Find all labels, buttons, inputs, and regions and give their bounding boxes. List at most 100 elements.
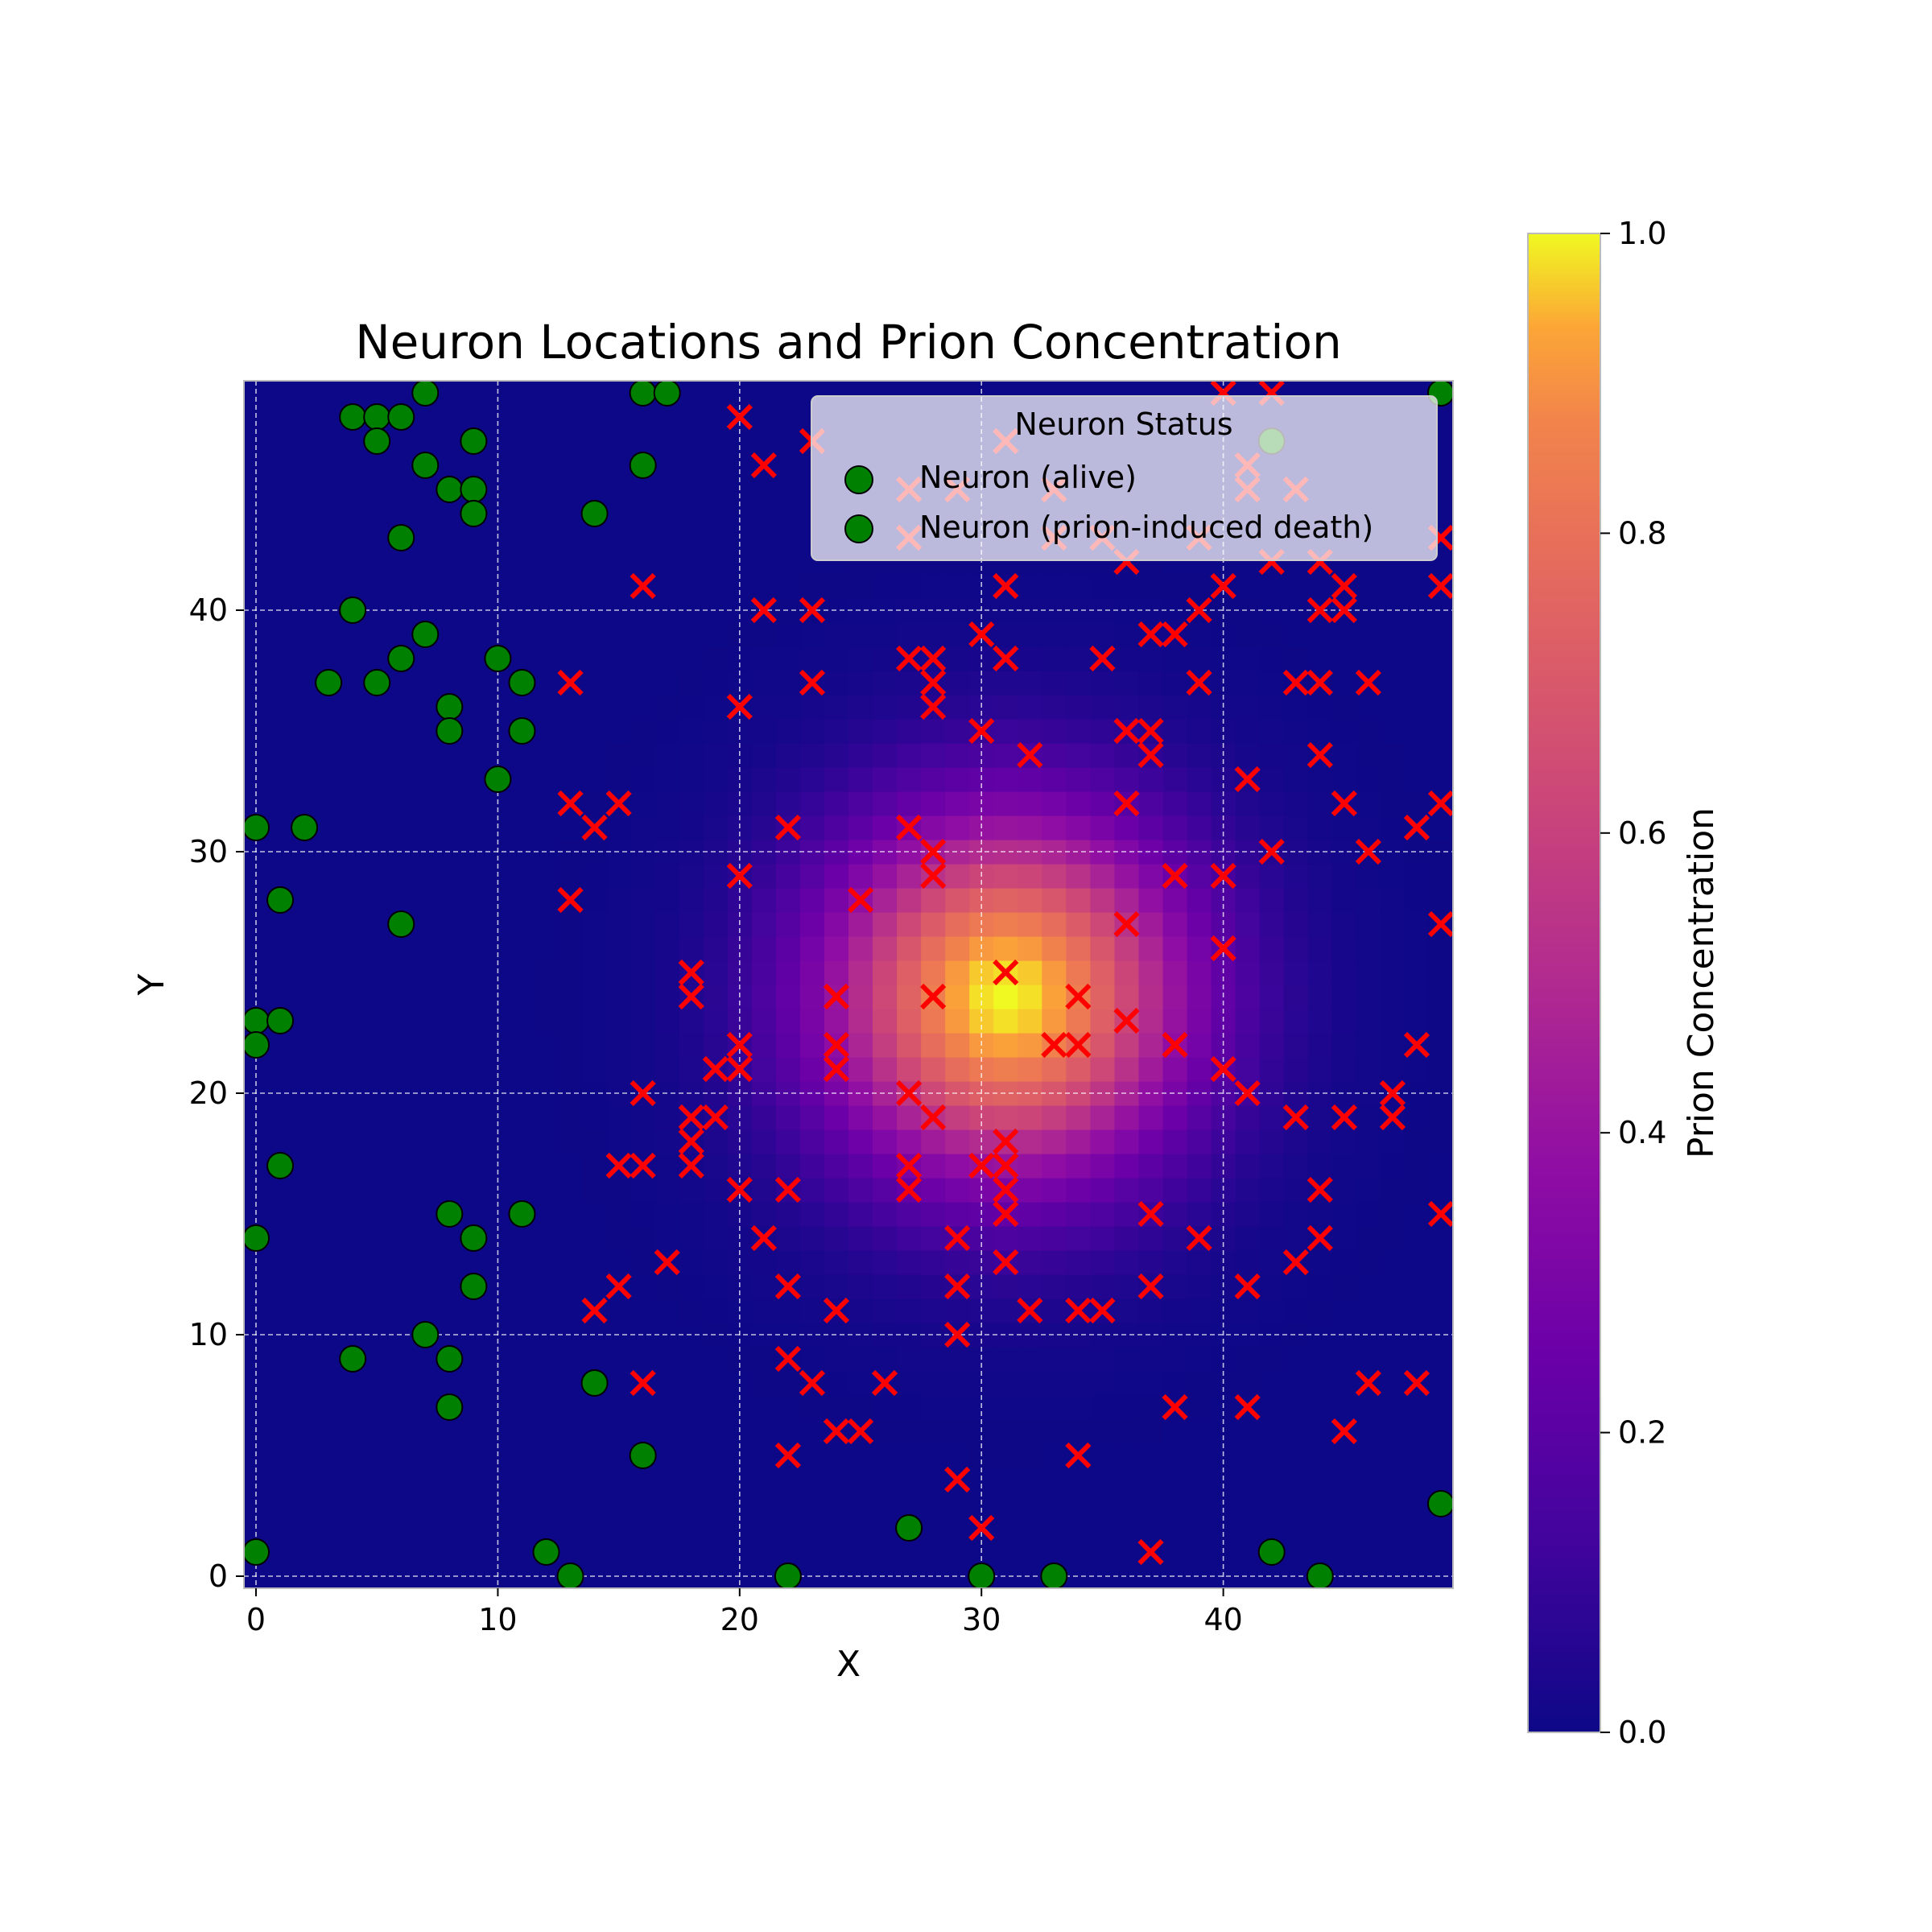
heatmap-cell — [630, 429, 656, 454]
heatmap-cell — [873, 1274, 898, 1299]
dead-neuron-marker — [1234, 1080, 1261, 1107]
heatmap-cell — [341, 791, 365, 816]
heatmap-cell — [921, 1154, 946, 1179]
heatmap-cell — [1259, 1564, 1285, 1588]
heatmap-cell — [1259, 695, 1285, 720]
heatmap-cell — [751, 936, 777, 961]
heatmap-cell — [945, 1540, 970, 1565]
heatmap-cell — [799, 1250, 825, 1275]
heatmap-cell — [1018, 695, 1042, 720]
heatmap-cell — [1162, 743, 1188, 768]
heatmap-cell — [1356, 1419, 1381, 1444]
heatmap-cell — [534, 574, 559, 599]
heatmap-cell — [1259, 743, 1285, 768]
x-stroke — [1282, 1104, 1309, 1131]
heatmap-cell — [1235, 719, 1261, 744]
heatmap-cell — [751, 1540, 777, 1565]
heatmap-cell — [1162, 646, 1188, 671]
heatmap-cell — [1066, 1347, 1091, 1372]
dead-neuron-marker — [944, 1466, 971, 1493]
heatmap-cell — [993, 840, 1018, 865]
heatmap-cell — [437, 1226, 462, 1251]
heatmap-cell — [510, 574, 535, 599]
heatmap-cell — [799, 1298, 825, 1323]
x-stroke — [823, 983, 850, 1010]
heatmap-cell — [1138, 1395, 1164, 1420]
heatmap-cell — [389, 574, 414, 599]
heatmap-cell — [1187, 912, 1212, 937]
heatmap-cell — [389, 743, 414, 768]
heatmap-cell — [703, 912, 729, 937]
heatmap-cell — [365, 646, 390, 671]
heatmap-cell — [292, 1347, 317, 1372]
x-stroke — [1307, 741, 1333, 769]
heatmap-cell — [751, 912, 777, 937]
heatmap-cell — [1162, 1129, 1188, 1154]
heatmap-cell — [1331, 767, 1357, 792]
chart-title: Neuron Locations and Prion Concentration — [355, 315, 1342, 369]
heatmap-cell — [630, 1033, 656, 1058]
heatmap-cell — [1380, 767, 1406, 792]
heatmap-cell — [654, 888, 680, 913]
heatmap-cell — [873, 598, 898, 623]
heatmap-cell — [558, 1226, 584, 1251]
heatmap-cell — [1404, 767, 1430, 792]
heatmap-cell — [1138, 1419, 1164, 1444]
heatmap-cell — [1331, 1033, 1357, 1058]
heatmap-cell — [775, 453, 801, 478]
heatmap-cell — [848, 1516, 873, 1541]
x-stroke — [993, 959, 1019, 986]
heatmap-cell — [1187, 1081, 1212, 1106]
heatmap-cell — [993, 1226, 1018, 1251]
heatmap-cell — [1259, 1468, 1285, 1492]
heatmap-cell — [751, 1178, 777, 1203]
heatmap-cell — [316, 574, 341, 599]
heatmap-cell — [824, 1371, 849, 1396]
heatmap-cell — [389, 1226, 414, 1251]
heatmap-cell — [1331, 1250, 1357, 1275]
heatmap-cell — [389, 1395, 414, 1420]
heatmap-cell — [1356, 1154, 1381, 1179]
heatmap-cell — [1331, 719, 1357, 744]
dead-neuron-marker — [726, 693, 753, 720]
heatmap-cell — [630, 767, 656, 792]
heatmap-cell — [751, 1129, 777, 1154]
heatmap-cell — [389, 960, 414, 985]
heatmap-cell — [1356, 622, 1381, 647]
alive-neuron-marker — [363, 669, 391, 696]
heatmap-cell — [389, 477, 414, 502]
heatmap-cell — [824, 912, 849, 937]
heatmap-cell — [848, 960, 873, 985]
heatmap-cell — [413, 936, 438, 961]
heatmap-cell — [437, 574, 462, 599]
x-stroke — [1089, 645, 1116, 672]
dead-neuron-marker — [1065, 1297, 1092, 1324]
heatmap-cell — [824, 1226, 849, 1251]
heatmap-cell — [1404, 1298, 1430, 1323]
heatmap-cell — [945, 767, 970, 792]
heatmap-cell — [1404, 1395, 1430, 1420]
heatmap-cell — [1066, 1274, 1091, 1299]
heatmap-cell — [630, 719, 656, 744]
heatmap-cell — [365, 502, 390, 526]
heatmap-cell — [1162, 1516, 1188, 1541]
heatmap-cell — [389, 1371, 414, 1396]
heatmap-cell — [510, 1105, 535, 1130]
heatmap-cell — [1187, 1419, 1212, 1444]
heatmap-cell — [775, 1468, 801, 1492]
heatmap-cell — [1380, 1468, 1406, 1492]
heatmap-cell — [873, 815, 898, 840]
alive-neuron-marker — [508, 1200, 536, 1228]
heatmap-cell — [654, 695, 680, 720]
dead-neuron-marker — [557, 790, 584, 817]
heatmap-cell — [654, 912, 680, 937]
heatmap-cell — [654, 550, 680, 575]
heatmap-cell — [1138, 912, 1164, 937]
heatmap-cell — [993, 912, 1018, 937]
x-stroke — [774, 1442, 802, 1469]
heatmap-cell — [751, 622, 777, 647]
heatmap-cell — [1235, 574, 1261, 599]
heatmap-cell — [873, 936, 898, 961]
x-stroke — [944, 1273, 971, 1300]
heatmap-cell — [1235, 1419, 1261, 1444]
